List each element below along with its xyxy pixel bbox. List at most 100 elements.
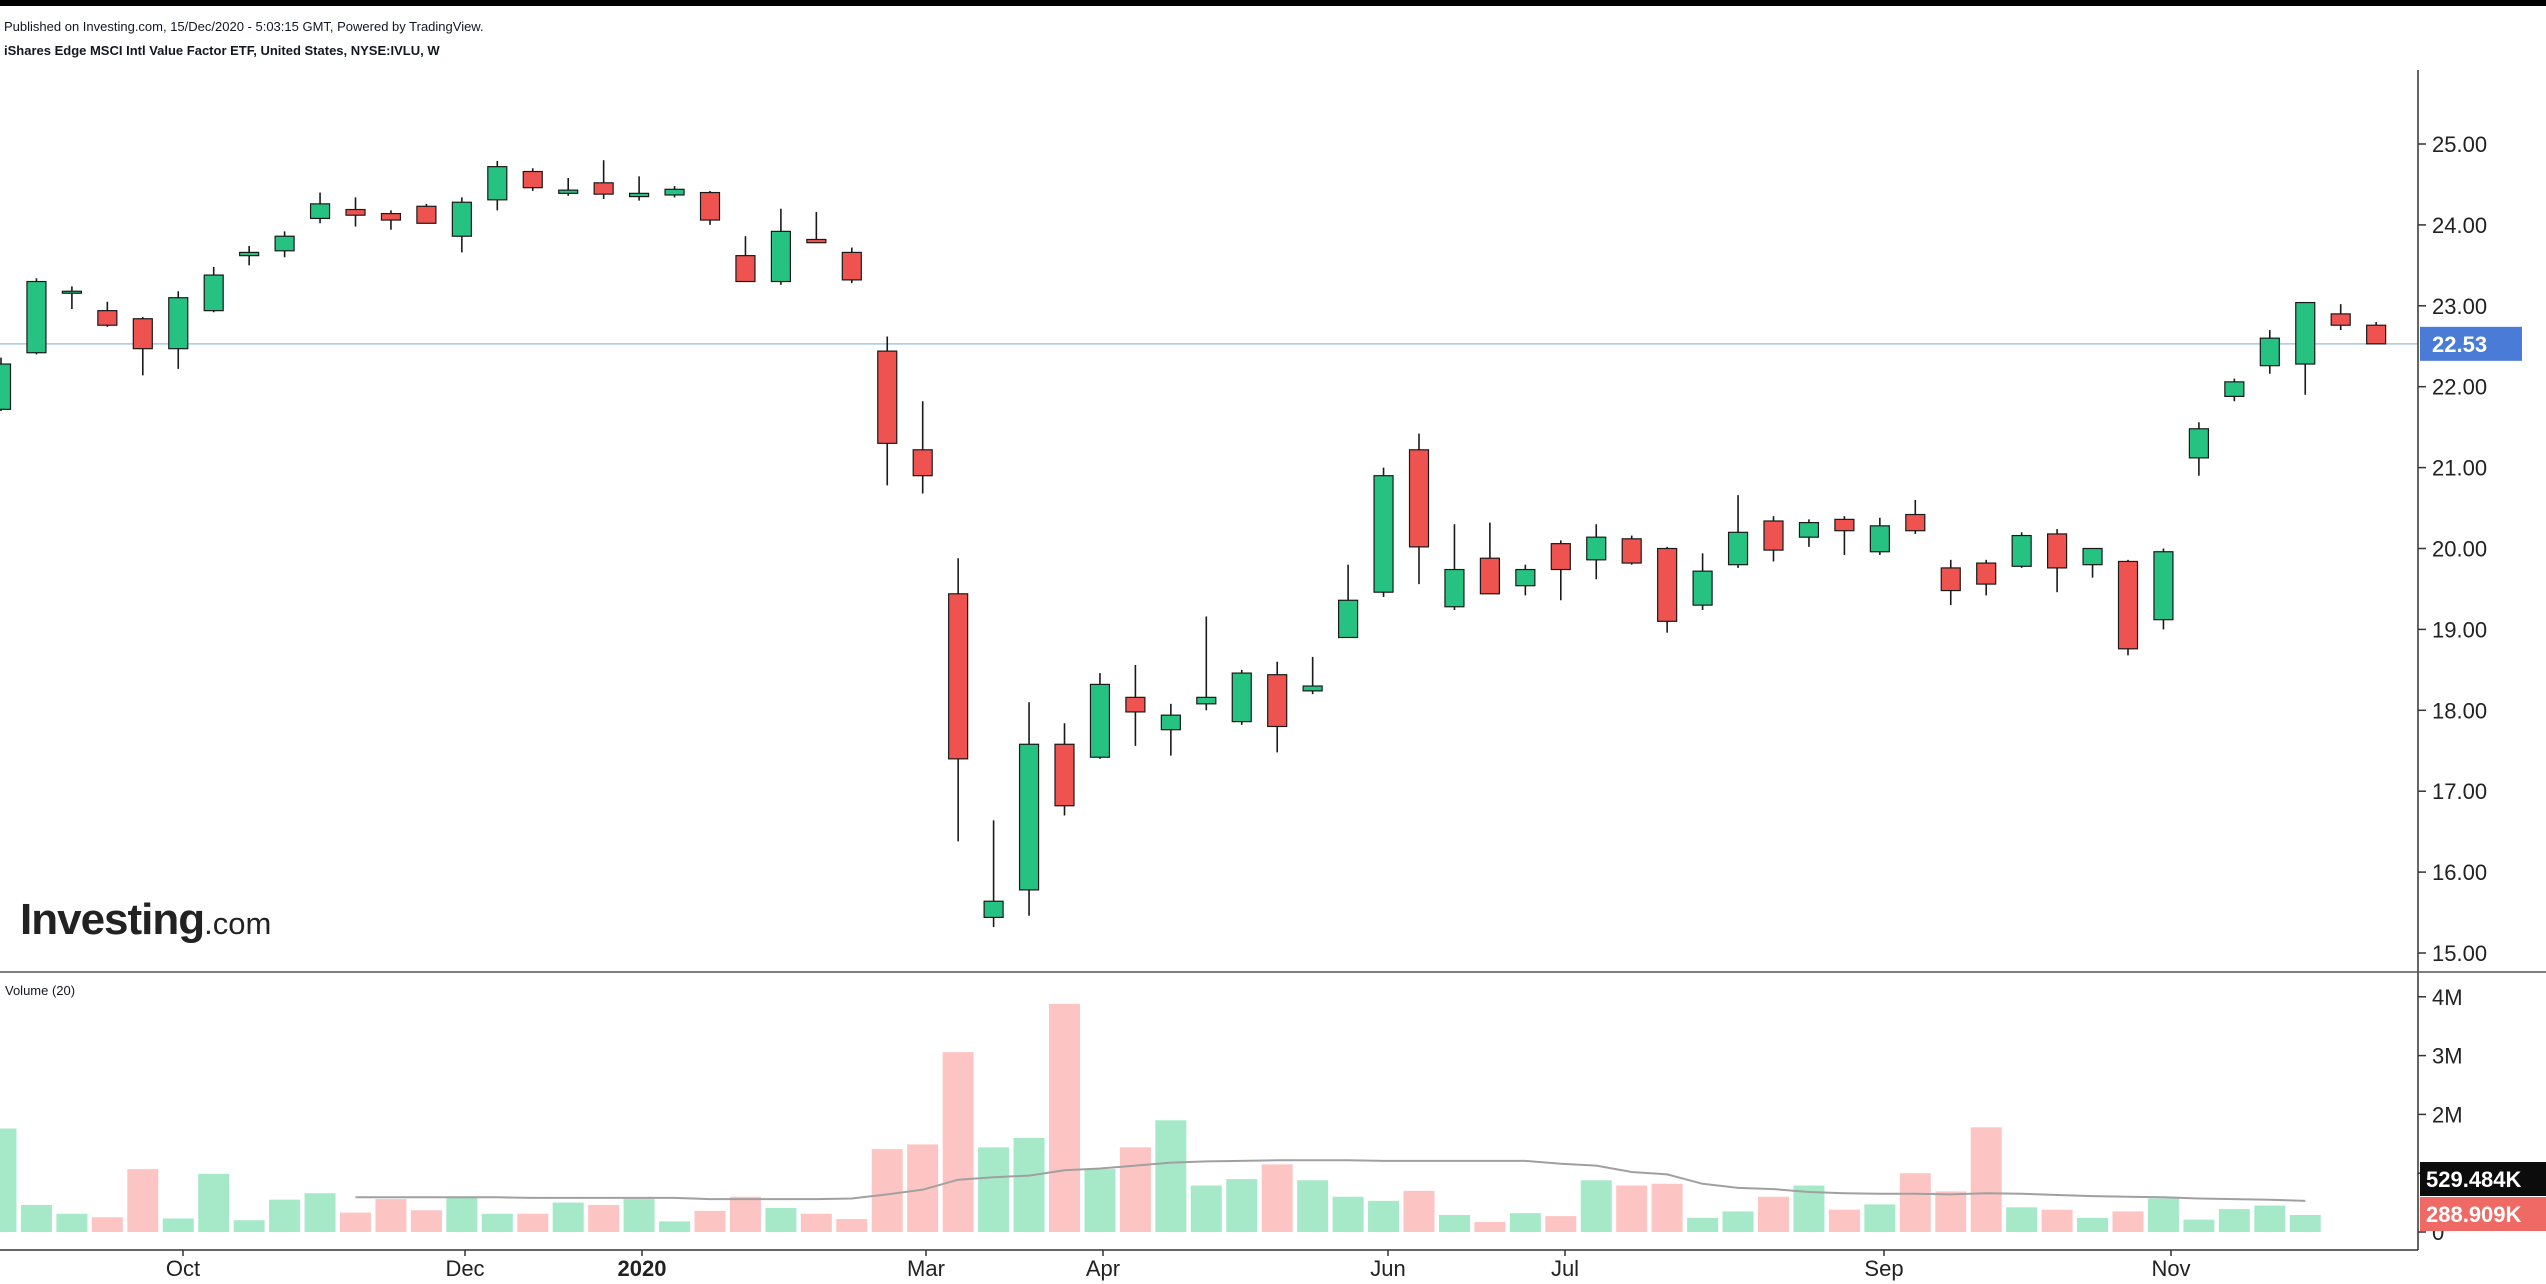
candle[interactable] [2188, 422, 2209, 476]
candle[interactable] [1125, 664, 1146, 746]
candle-body-up [628, 192, 650, 198]
candle-body-down [1550, 543, 1571, 571]
candle[interactable] [735, 236, 756, 283]
candle[interactable] [0, 357, 12, 411]
volume-pane-label: Volume (20) [5, 983, 76, 998]
candle-body-down [735, 255, 756, 283]
candle[interactable] [309, 192, 331, 224]
candle[interactable] [1160, 703, 1181, 756]
candle[interactable] [380, 210, 402, 230]
candle[interactable] [1302, 656, 1323, 695]
volume-bar [2218, 1209, 2250, 1232]
candle[interactable] [239, 245, 260, 266]
volume-bar [1261, 1164, 1293, 1232]
candle[interactable] [345, 197, 366, 227]
candle[interactable] [2295, 301, 2316, 395]
volume-bar [729, 1196, 761, 1232]
volume-bar [2147, 1198, 2179, 1232]
candle[interactable] [1515, 564, 1536, 596]
candle[interactable] [168, 291, 189, 369]
candle[interactable] [770, 208, 792, 285]
candle[interactable] [1018, 702, 1040, 916]
candle[interactable] [2366, 321, 2387, 345]
candle[interactable] [1869, 517, 1890, 555]
volume-bar [2183, 1219, 2215, 1232]
candle[interactable] [1408, 433, 1430, 585]
volume-bar [2289, 1215, 2321, 1232]
volume-bar [162, 1218, 194, 1232]
candle[interactable] [132, 317, 153, 376]
candle[interactable] [1940, 559, 1961, 606]
candle[interactable] [699, 190, 721, 225]
candle[interactable] [1089, 673, 1111, 759]
candle[interactable] [1657, 546, 1678, 633]
candle[interactable] [593, 160, 614, 200]
candle[interactable] [1054, 723, 1075, 816]
candle[interactable] [2046, 529, 2068, 593]
candle[interactable] [2082, 547, 2103, 578]
candle[interactable] [522, 168, 543, 191]
volume-pane[interactable] [0, 1003, 2321, 1232]
month-label: Sep [1864, 1256, 1903, 1281]
candle[interactable] [1798, 519, 1820, 547]
candle[interactable] [1550, 540, 1571, 601]
candle[interactable] [1763, 516, 1784, 562]
candle-body-up [1231, 672, 1252, 723]
candle[interactable] [1373, 467, 1394, 598]
candle[interactable] [1231, 669, 1252, 725]
volume-bar [1687, 1217, 1719, 1232]
candle[interactable] [948, 558, 969, 842]
candle[interactable] [912, 401, 933, 494]
candle[interactable] [1621, 535, 1642, 565]
candle[interactable] [1479, 522, 1501, 595]
candle[interactable] [1905, 499, 1926, 534]
candle[interactable] [487, 160, 508, 211]
candle[interactable] [416, 203, 437, 224]
candle[interactable] [2330, 304, 2351, 331]
candle[interactable] [2224, 378, 2245, 402]
candle[interactable] [983, 820, 1004, 928]
candle[interactable] [203, 266, 224, 313]
price-pane[interactable] [0, 160, 2418, 928]
candle[interactable] [877, 336, 898, 486]
candle[interactable] [2259, 330, 2280, 374]
candle[interactable] [1727, 495, 1749, 568]
candle[interactable] [1834, 516, 1855, 555]
investing-logo: Investing.com [20, 895, 271, 945]
candle[interactable] [61, 286, 83, 310]
volume-bar [198, 1173, 230, 1232]
volume-bar [1368, 1200, 1400, 1232]
volume-bar [2006, 1207, 2038, 1232]
candle[interactable] [1267, 661, 1288, 753]
candle[interactable] [97, 301, 118, 327]
candle-body-down [1621, 538, 1642, 564]
volume-tick-label: 2M [2432, 1102, 2463, 1127]
candle[interactable] [628, 176, 650, 201]
volume-ma-badge: 529.484K [2420, 1162, 2546, 1196]
volume-bar [623, 1199, 655, 1232]
candle[interactable] [664, 186, 685, 198]
candle[interactable] [1196, 616, 1217, 711]
candle[interactable] [2011, 532, 2032, 568]
candle[interactable] [841, 247, 862, 284]
candle[interactable] [26, 278, 47, 355]
candle[interactable] [1692, 553, 1713, 610]
candle[interactable] [2153, 548, 2174, 630]
candle-body-down [132, 318, 153, 350]
candle[interactable] [1586, 524, 1607, 580]
volume-bar [1722, 1211, 1754, 1232]
candle[interactable] [451, 197, 472, 253]
candle[interactable] [274, 231, 295, 258]
candle-body-down [1657, 547, 1678, 622]
volume-bar [233, 1220, 265, 1232]
candle[interactable] [1444, 524, 1465, 610]
volume-bar [91, 1217, 123, 1232]
candle[interactable] [806, 211, 827, 244]
candle-body-up [1196, 696, 1217, 705]
candle-body-down [2330, 313, 2351, 326]
candle[interactable] [2117, 559, 2139, 656]
candle[interactable] [558, 177, 579, 196]
candle[interactable] [1337, 564, 1359, 639]
candle[interactable] [1976, 559, 1997, 596]
